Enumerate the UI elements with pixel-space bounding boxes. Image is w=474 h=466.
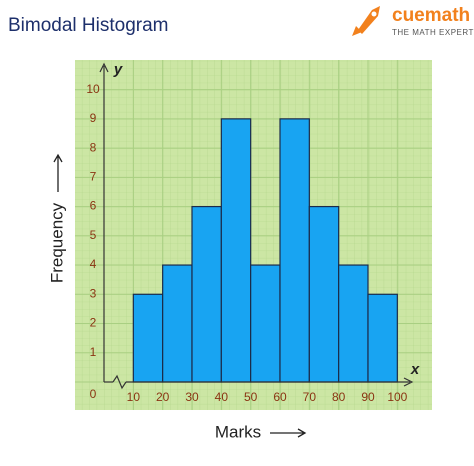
bar xyxy=(338,264,369,383)
bar xyxy=(162,264,193,383)
y-tick-label: 4 xyxy=(90,257,97,271)
x-tick-label: 20 xyxy=(156,390,170,404)
y-axis-label: Frequency xyxy=(47,202,66,283)
logo-name: cuemath xyxy=(392,5,470,26)
x-tick-label: 100 xyxy=(387,390,407,404)
y-tick-label: 10 xyxy=(86,82,100,96)
y-tick-label: 6 xyxy=(90,199,97,213)
logo: cuemath THE MATH EXPERT xyxy=(352,5,474,37)
x-tick-label: 90 xyxy=(361,390,375,404)
x-tick-label: 60 xyxy=(273,390,287,404)
y-tick-label: 7 xyxy=(90,170,97,184)
x-tick-label: 40 xyxy=(215,390,229,404)
y-tick-label: 8 xyxy=(90,140,97,154)
logo-tagline: THE MATH EXPERT xyxy=(392,28,474,37)
x-axis-label: Marks xyxy=(215,422,261,441)
bar xyxy=(250,264,281,383)
x-tick-label: 10 xyxy=(127,390,141,404)
y-axis-letter: y xyxy=(113,61,123,78)
y-tick-label: 2 xyxy=(90,316,97,330)
y-tick-label: 3 xyxy=(90,286,97,300)
y-arrow xyxy=(99,62,109,73)
x-tick-label: 30 xyxy=(185,390,199,404)
bar xyxy=(279,118,310,383)
bar xyxy=(367,293,398,383)
axis-break xyxy=(112,374,127,390)
x-tick-label: 50 xyxy=(244,390,258,404)
x-tick-label: 70 xyxy=(303,390,317,404)
bar xyxy=(191,205,222,383)
x-label-arrow xyxy=(270,428,307,438)
x-axis-letter: x xyxy=(410,361,420,378)
y-tick-label: 1 xyxy=(90,345,97,359)
y-label-arrow xyxy=(53,153,63,192)
y-tick-label: 0 xyxy=(90,387,97,401)
y-tick-label: 5 xyxy=(90,228,97,242)
y-tick-label: 9 xyxy=(90,111,97,125)
bar xyxy=(308,205,340,383)
bar xyxy=(132,293,164,383)
x-tick-label: 80 xyxy=(332,390,346,404)
chart-title: Bimodal Histogram xyxy=(8,15,169,36)
x-arrow xyxy=(403,377,414,387)
bar xyxy=(220,118,252,383)
